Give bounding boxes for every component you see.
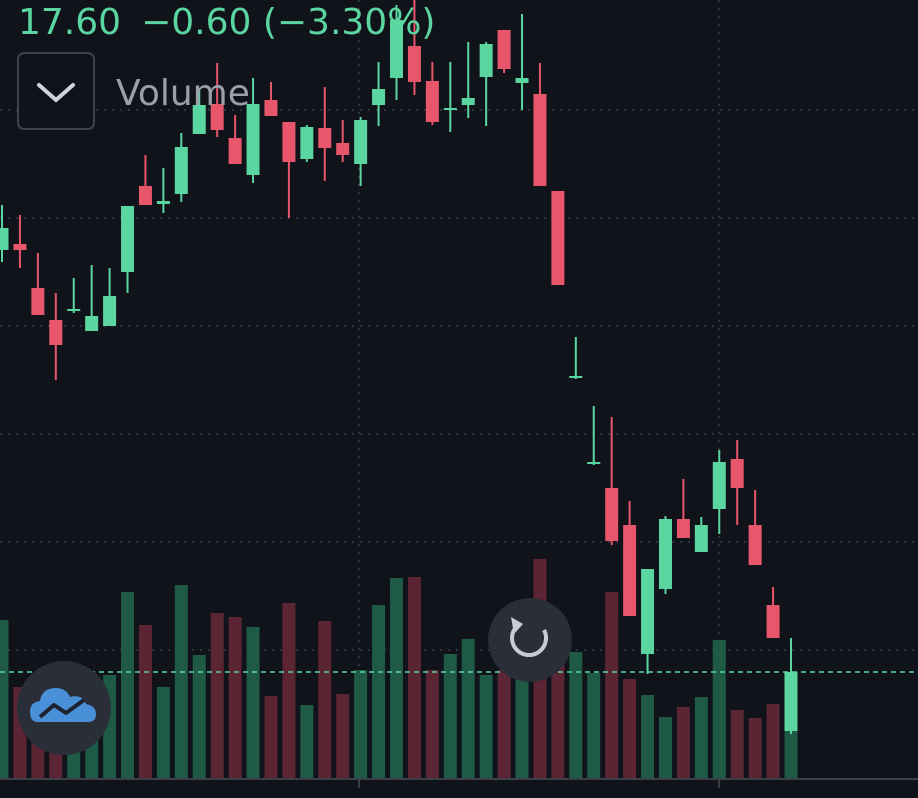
- volume-bar: [264, 696, 278, 778]
- candle-body: [85, 316, 99, 331]
- candle-body: [354, 120, 368, 164]
- candle-body: [67, 309, 81, 311]
- volume-bar: [766, 704, 780, 778]
- chevron-icon: [37, 83, 75, 103]
- candle-body: [192, 105, 206, 134]
- volume-bar: [407, 577, 421, 778]
- candle-body: [766, 605, 780, 638]
- candle-body: [156, 201, 170, 204]
- volume-bar: [390, 578, 403, 778]
- candle-body: [479, 44, 493, 77]
- candle-body: [461, 98, 475, 105]
- candle-body: [264, 100, 278, 116]
- candle-body: [13, 244, 27, 250]
- candle-body: [425, 81, 439, 122]
- volume-bar: [551, 655, 565, 778]
- candle-body: [443, 108, 457, 110]
- candle-layer: [0, 0, 798, 734]
- volume-bar: [658, 717, 672, 778]
- volume-layer: [0, 559, 798, 778]
- volume-bar: [282, 603, 296, 778]
- reset-icon: [510, 624, 548, 658]
- candle-body: [658, 519, 672, 589]
- candle-body: [623, 525, 637, 616]
- candle-body: [390, 20, 403, 78]
- candle-body: [587, 462, 601, 464]
- candle-body: [551, 191, 565, 285]
- candle-body: [318, 128, 332, 148]
- candle-body: [748, 525, 762, 565]
- volume-bar: [730, 710, 744, 778]
- candle-body: [515, 78, 529, 83]
- header-price: 17.60 −0.60 (−3.30%): [18, 2, 435, 43]
- price: 17.60: [18, 2, 121, 43]
- volume-bar: [641, 695, 655, 778]
- candle-body: [138, 186, 152, 205]
- volume-bar: [676, 707, 690, 778]
- volume-bar: [748, 718, 762, 778]
- grid: [0, 0, 918, 778]
- volume-bar: [300, 705, 314, 778]
- candle-body: [210, 104, 224, 130]
- volume-bar: [515, 660, 529, 778]
- candle-body: [569, 376, 583, 378]
- candle-body: [228, 138, 242, 164]
- reset-icon-arrow: [511, 617, 523, 634]
- candle-body: [641, 569, 655, 654]
- candle-body: [282, 122, 296, 162]
- candle-body: [246, 104, 260, 175]
- candle-body: [300, 127, 314, 159]
- reset-button[interactable]: [488, 598, 572, 682]
- candle-body: [676, 519, 690, 538]
- candle-body: [372, 89, 386, 105]
- volume-bar: [121, 592, 135, 778]
- volume-bar: [246, 627, 260, 778]
- volume-bar: [479, 675, 493, 778]
- candle-body: [784, 672, 798, 731]
- volume-bar: [192, 655, 206, 778]
- candle-body: [174, 147, 188, 194]
- volume-bar: [587, 673, 601, 778]
- collapse-button[interactable]: [17, 52, 95, 130]
- volume-bar: [372, 605, 386, 778]
- volume-bar: [605, 592, 619, 778]
- candle-body: [497, 30, 511, 69]
- volume-bar: [336, 694, 350, 778]
- volume-bar: [425, 670, 439, 778]
- volume-bar: [461, 639, 475, 778]
- candle-body: [0, 228, 9, 250]
- volume-bar: [497, 670, 511, 778]
- volume-bar: [443, 654, 457, 778]
- volume-bar: [569, 652, 583, 778]
- change: −0.60 (−3.30%): [141, 2, 435, 43]
- candle-body: [605, 488, 619, 541]
- volume-bar: [354, 670, 368, 778]
- volume-bar: [712, 640, 726, 778]
- volume-bar: [0, 620, 9, 778]
- candle-body: [49, 320, 63, 345]
- volume-bar: [210, 613, 224, 778]
- candle-body: [31, 288, 45, 315]
- candle-body: [336, 143, 350, 155]
- candle-body: [407, 46, 421, 82]
- volume-bar: [156, 687, 170, 778]
- volume-bar: [318, 621, 332, 778]
- volume-bar: [174, 585, 188, 778]
- candle-body: [694, 525, 708, 552]
- volume-bar: [623, 679, 637, 778]
- volume-bar: [228, 617, 242, 778]
- candle-body: [103, 296, 117, 326]
- cloud-chart-line: [38, 698, 86, 719]
- indicator-label: Volume: [116, 73, 250, 114]
- volume-bar: [694, 697, 708, 778]
- candle-body: [730, 459, 744, 488]
- candle-body: [121, 206, 135, 272]
- candle-body: [712, 462, 726, 509]
- candle-body: [533, 94, 547, 186]
- volume-bar: [138, 625, 152, 778]
